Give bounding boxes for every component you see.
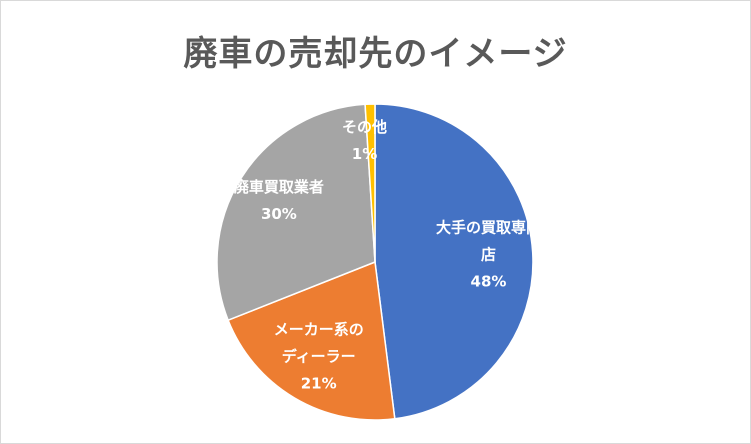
pie-slices	[216, 103, 534, 421]
slice-value-label: 48%	[471, 272, 507, 290]
slice-category-label: 店	[481, 245, 496, 263]
slice-value-label: 1%	[352, 145, 377, 163]
slice-category-label: その他	[342, 118, 387, 136]
slice-value-label: 21%	[301, 375, 337, 393]
slice-category-label: ディーラー	[282, 348, 356, 366]
pie-slice	[374, 103, 534, 420]
slice-category-label: 廃車買取業者	[234, 178, 324, 196]
slice-value-label: 30%	[261, 205, 297, 223]
pie-slice	[227, 260, 396, 421]
pie-slice	[216, 103, 376, 322]
pie-slice	[364, 103, 376, 263]
slice-category-label: 大手の買取専門	[436, 218, 541, 236]
chart-title: 廃車の売却先のイメージ	[183, 34, 568, 74]
slice-category-label: メーカー系の	[274, 321, 364, 339]
